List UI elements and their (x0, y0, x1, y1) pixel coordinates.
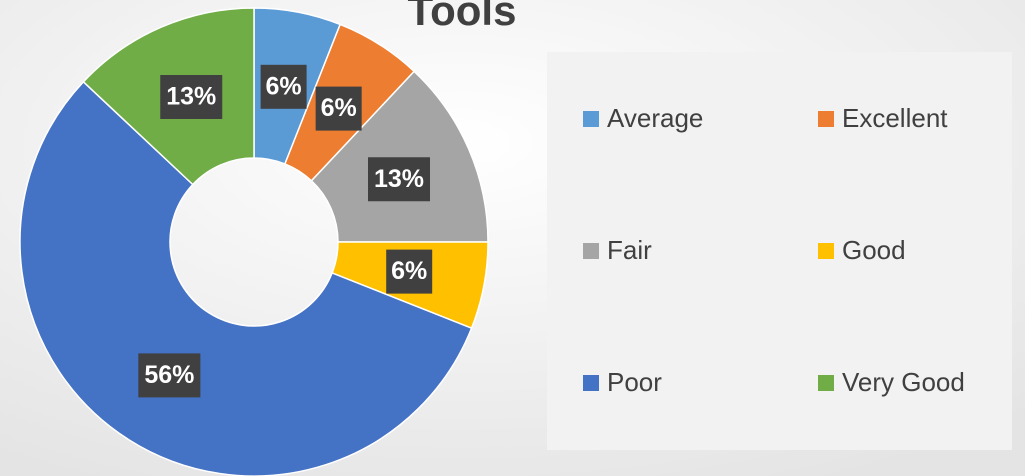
legend-label: Good (842, 235, 906, 265)
chart-title: Tools (408, 0, 517, 34)
data-label: 56% (144, 361, 194, 389)
legend-label: Very Good (842, 367, 965, 397)
legend-swatch (818, 243, 834, 259)
data-label: 13% (374, 165, 424, 193)
legend-swatch (583, 375, 599, 391)
data-label-box (160, 74, 223, 119)
donut-slice (19, 80, 473, 476)
data-label: 13% (166, 83, 216, 111)
legend-swatch (583, 111, 599, 127)
legend-swatch (818, 375, 834, 391)
donut-slice (310, 70, 489, 243)
legend-label: Excellent (842, 103, 948, 133)
legend-label: Average (607, 103, 703, 133)
data-label: 6% (266, 72, 302, 100)
data-label-box (260, 64, 307, 109)
data-label: 6% (321, 94, 357, 122)
legend-label: Fair (607, 235, 652, 265)
data-label-box (138, 353, 201, 398)
legend-swatch (583, 243, 599, 259)
legend-swatch (818, 111, 834, 127)
data-label-box (368, 157, 431, 202)
data-label-box (386, 249, 433, 294)
data-label-box (315, 86, 362, 131)
data-label: 6% (391, 257, 427, 285)
legend-label: Poor (607, 367, 662, 397)
legend-box (547, 52, 1012, 450)
